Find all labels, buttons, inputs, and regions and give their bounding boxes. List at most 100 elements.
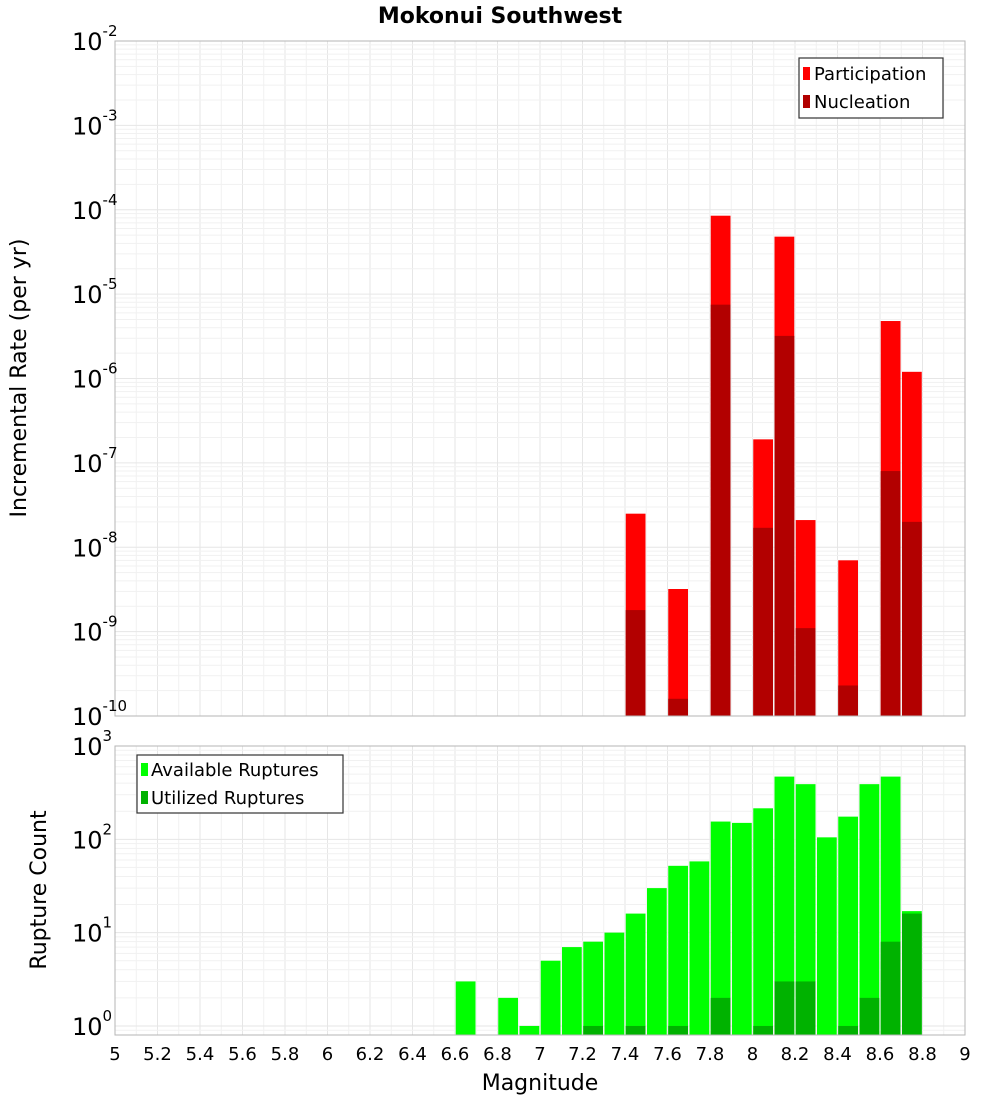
- bar-available: [710, 821, 731, 1035]
- bar-utilized: [710, 997, 731, 1035]
- x-tick-label: 7.6: [653, 1044, 682, 1065]
- bar-available: [774, 776, 795, 1035]
- x-tick-label: 5.6: [228, 1044, 257, 1065]
- bar-available: [753, 808, 773, 1035]
- top-chart-panel: 10-10 10-9 10-8 10-7 10-6 10-5 10-4 10-3 10-2 Mo…: [7, 4, 966, 731]
- bar-available: [795, 784, 816, 1035]
- legend-swatch-nucleation: [803, 95, 810, 108]
- chart-title: Mokonui Southwest: [378, 4, 623, 29]
- bar-utilized: [838, 1025, 858, 1035]
- bottom-y-tick-label: 101: [72, 914, 112, 948]
- bar-nucleation: [753, 527, 773, 716]
- top-bars: [625, 215, 922, 717]
- x-tick-label: 6.4: [398, 1044, 427, 1065]
- x-tick-label: 6.8: [483, 1044, 512, 1065]
- legend-swatch-utilized: [141, 791, 148, 804]
- x-tick-label: 7: [534, 1044, 545, 1065]
- bar-utilized: [753, 1025, 773, 1035]
- bar-available: [647, 888, 667, 1035]
- bar-available: [519, 1025, 540, 1035]
- top-y-tick-label: 10-10: [72, 697, 127, 731]
- bar-utilized: [902, 913, 922, 1035]
- bottom-plot-border: [114, 745, 966, 1036]
- top-plot-border: [114, 40, 966, 717]
- bar-available: [604, 932, 625, 1035]
- x-tick-label: 8.2: [781, 1044, 810, 1065]
- bar-available: [498, 997, 518, 1035]
- x-tick-label: 8.8: [908, 1044, 937, 1065]
- x-tick-label: 9: [959, 1044, 970, 1065]
- bar-available: [817, 837, 837, 1035]
- x-tick-label: 6.6: [441, 1044, 470, 1065]
- top-y-tick-label: 10-4: [72, 191, 118, 225]
- bar-utilized: [625, 1025, 646, 1035]
- bar-nucleation: [838, 685, 858, 716]
- x-tick-labels: 5 5.2 5.4 5.6 5.8 6 6.2 6.4 6.6 6.8 7 7.2 7.4 7.6 7.8 8…: [109, 1044, 970, 1065]
- bar-nucleation: [902, 521, 922, 716]
- bar-available: [838, 816, 858, 1035]
- bar-nucleation: [668, 698, 688, 716]
- x-tick-label: 8.4: [823, 1044, 852, 1065]
- bar-nucleation: [625, 610, 646, 716]
- legend-swatch-available: [141, 763, 148, 776]
- bar-utilized: [774, 981, 795, 1035]
- bar-nucleation: [880, 471, 901, 716]
- top-y-tick-label: 10-5: [72, 275, 118, 309]
- bar-utilized: [880, 941, 901, 1035]
- x-tick-label: 8: [747, 1044, 758, 1065]
- bottom-y-tick-label: 102: [72, 820, 112, 854]
- bottom-y-axis-label: Rupture Count: [27, 810, 52, 970]
- bar-available: [540, 960, 561, 1035]
- x-tick-label: 8.6: [866, 1044, 895, 1065]
- x-tick-label: 7.8: [696, 1044, 725, 1065]
- bottom-y-tick-labels: 100 101 102 103: [72, 727, 112, 1041]
- x-tick-label: 7.2: [568, 1044, 597, 1065]
- legend-label-nucleation: Nucleation: [814, 92, 910, 113]
- bar-utilized: [583, 1025, 603, 1035]
- legend-swatch-participation: [803, 67, 810, 80]
- bottom-y-tick-label: 103: [72, 727, 112, 761]
- bar-participation: [668, 589, 688, 716]
- bar-utilized: [795, 981, 816, 1035]
- x-tick-label: 5.4: [186, 1044, 215, 1065]
- bottom-y-tick-label: 100: [72, 1007, 112, 1041]
- bar-nucleation: [795, 628, 816, 716]
- top-y-tick-label: 10-9: [72, 613, 118, 647]
- bar-available: [859, 784, 880, 1035]
- top-y-tick-label: 10-6: [72, 360, 118, 394]
- bottom-bars: [455, 776, 922, 1035]
- bar-available: [689, 861, 710, 1035]
- bar-available: [625, 913, 646, 1035]
- bar-available: [562, 947, 582, 1035]
- top-y-tick-labels: 10-10 10-9 10-8 10-7 10-6 10-5 10-4 10-3 10-2: [72, 22, 127, 731]
- top-y-tick-label: 10-7: [72, 444, 118, 478]
- x-axis-label: Magnitude: [482, 1071, 599, 1096]
- bar-nucleation: [710, 304, 731, 716]
- top-y-tick-label: 10-3: [72, 106, 118, 140]
- x-tick-label: 7.4: [611, 1044, 640, 1065]
- x-tick-label: 5.2: [143, 1044, 172, 1065]
- x-tick-label: 6: [322, 1044, 333, 1065]
- legend-label-participation: Participation: [814, 64, 926, 85]
- x-tick-label: 6.2: [356, 1044, 385, 1065]
- bar-nucleation: [774, 335, 795, 716]
- bar-participation: [838, 560, 858, 716]
- bar-available: [583, 941, 603, 1035]
- bar-utilized: [668, 1025, 688, 1035]
- legend-label-utilized: Utilized Ruptures: [151, 788, 304, 809]
- bottom-legend-box: [136, 754, 344, 814]
- x-tick-label: 5: [109, 1044, 120, 1065]
- bar-utilized: [859, 997, 880, 1035]
- legend-label-available: Available Ruptures: [151, 760, 319, 781]
- top-y-tick-label: 10-2: [72, 22, 118, 56]
- top-y-tick-label: 10-8: [72, 528, 118, 562]
- bottom-chart-panel: 100 101 102 103 5 5.2 5.4 5.6 5.8 6 6.2 6.4 6.6 6.8 7…: [27, 727, 971, 1096]
- bar-available: [668, 865, 688, 1035]
- bar-available: [455, 981, 476, 1035]
- top-y-axis-label: Incremental Rate (per yr): [7, 239, 32, 518]
- top-legend: Participation Nucleation: [798, 57, 944, 119]
- bar-available: [732, 822, 752, 1035]
- x-tick-label: 5.8: [271, 1044, 300, 1065]
- top-gridlines: [114, 40, 966, 717]
